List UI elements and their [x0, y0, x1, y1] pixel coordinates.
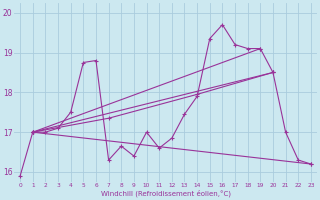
X-axis label: Windchill (Refroidissement éolien,°C): Windchill (Refroidissement éolien,°C) [100, 190, 230, 197]
